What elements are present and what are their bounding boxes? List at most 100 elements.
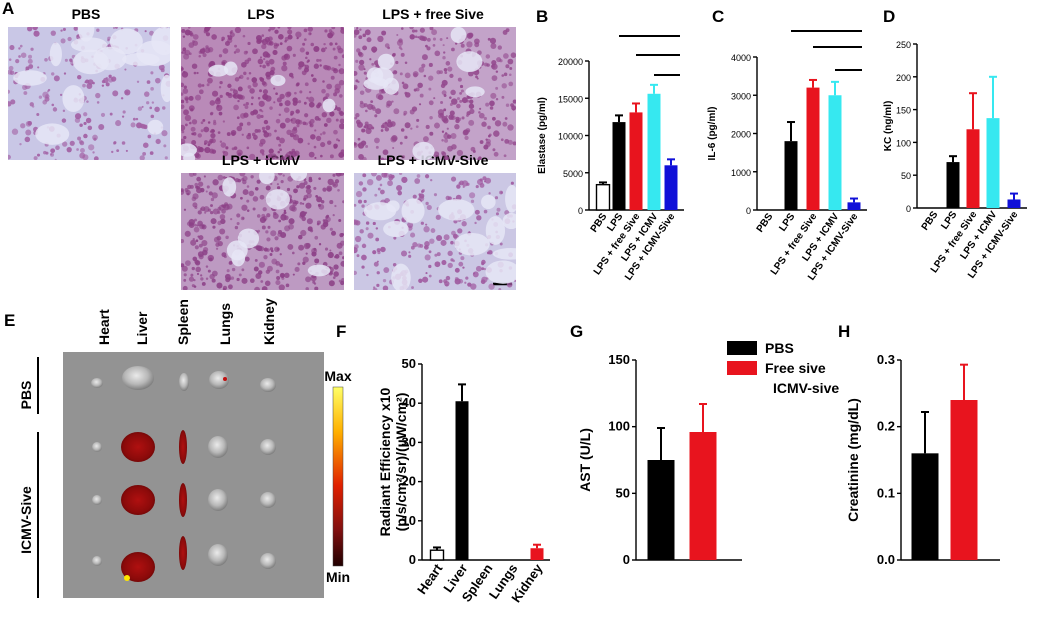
tissue-cell [296,124,300,128]
tissue-cell [379,157,385,160]
tissue-cell [242,34,246,38]
tissue-cell [20,123,26,129]
tissue-cell [392,136,398,142]
tissue-cell [472,271,479,278]
tissue-cell [367,232,374,239]
tissue-cell [8,101,12,107]
tissue-cell [191,139,197,145]
tissue-cell [436,70,441,75]
tissue-cell [288,151,292,154]
tissue-cell [254,258,258,262]
tissue-cell [430,178,433,182]
tissue-cell [203,175,206,178]
tissue-cell [364,121,369,126]
tissue-cell [240,196,243,200]
tissue-cell [417,243,422,248]
tissue-cell [259,56,263,59]
tissue-cell [479,183,485,188]
tissue-cell [262,89,269,95]
tissue-cell [443,51,446,54]
tissue-cell [469,99,474,104]
tissue-cell [197,181,204,187]
tissue-cell [247,132,251,137]
panel-letter-h: H [838,322,850,341]
tissue-cell [51,72,55,76]
tissue-cell [450,132,457,139]
y-tick-label: 0 [746,206,751,216]
tissue-cell [42,91,49,98]
alveolar-space [208,64,229,77]
tissue-cell [290,119,293,122]
tissue-cell [105,82,110,87]
tissue-cell [34,30,37,34]
tissue-cell [210,211,214,215]
tissue-cell [358,181,364,186]
alveolar-space [383,220,409,237]
tissue-cell [442,44,445,47]
tissue-cell [292,273,295,276]
tissue-cell [428,250,432,254]
tissue-cell [149,151,154,155]
tissue-cell [155,138,161,145]
tissue-cell [186,221,192,226]
tissue-cell [268,28,271,32]
bar-g-1 [689,432,717,560]
alveolar-space [465,86,485,98]
panel-letter-b: B [536,7,548,26]
tissue-cell [478,111,481,114]
tissue-cell [265,95,272,102]
tissue-cell [269,247,274,251]
tissue-cell [475,75,478,79]
tissue-cell [204,148,207,151]
tissue-cell [60,38,66,44]
tissue-cell [85,79,90,84]
y-tick-label: 15000 [558,94,583,104]
tissue-cell [419,93,424,98]
tissue-cell [196,176,202,182]
tissue-cell [340,240,344,246]
tissue-cell [338,68,344,75]
tissue-cell [63,72,67,75]
tissue-cell [8,69,13,75]
tissue-cell [277,230,283,235]
tissue-cell [384,127,390,132]
tissue-cell [399,72,403,76]
tissue-cell [217,241,223,247]
tissue-cell [435,214,441,220]
alveolar-space [77,27,95,42]
tissue-cell [338,279,342,283]
tissue-cell [273,211,277,216]
y-tick-label: 20 [402,474,416,489]
tissue-cell [342,200,344,204]
tissue-cell [333,264,339,270]
tissue-cell [333,55,338,60]
tissue-cell [354,203,357,207]
y-tick-label: 1000 [731,168,751,178]
tissue-cell [495,70,499,73]
tissue-cell [261,126,266,131]
tissue-cell [440,239,447,246]
tissue-cell [418,195,425,202]
tissue-cell [264,36,270,43]
tissue-cell [340,27,344,30]
tissue-cell [259,142,264,147]
tissue-cell [236,213,241,218]
tissue-cell [266,62,270,67]
tissue-cell [489,106,494,110]
tissue-cell [61,118,67,123]
tissue-cell [425,124,430,130]
tissue-cell [447,66,453,72]
tissue-cell [222,287,226,290]
tissue-cell [383,158,387,160]
tissue-cell [445,115,448,118]
tissue-cell [279,102,283,107]
tissue-cell [107,76,114,83]
tissue-cell [225,146,229,150]
tissue-cell [275,280,281,286]
tissue-cell [447,262,453,269]
tissue-cell [375,108,382,115]
tissue-cell [443,108,447,112]
tissue-cell [316,220,321,225]
tissue-cell [283,211,287,215]
tissue-cell [200,274,203,277]
